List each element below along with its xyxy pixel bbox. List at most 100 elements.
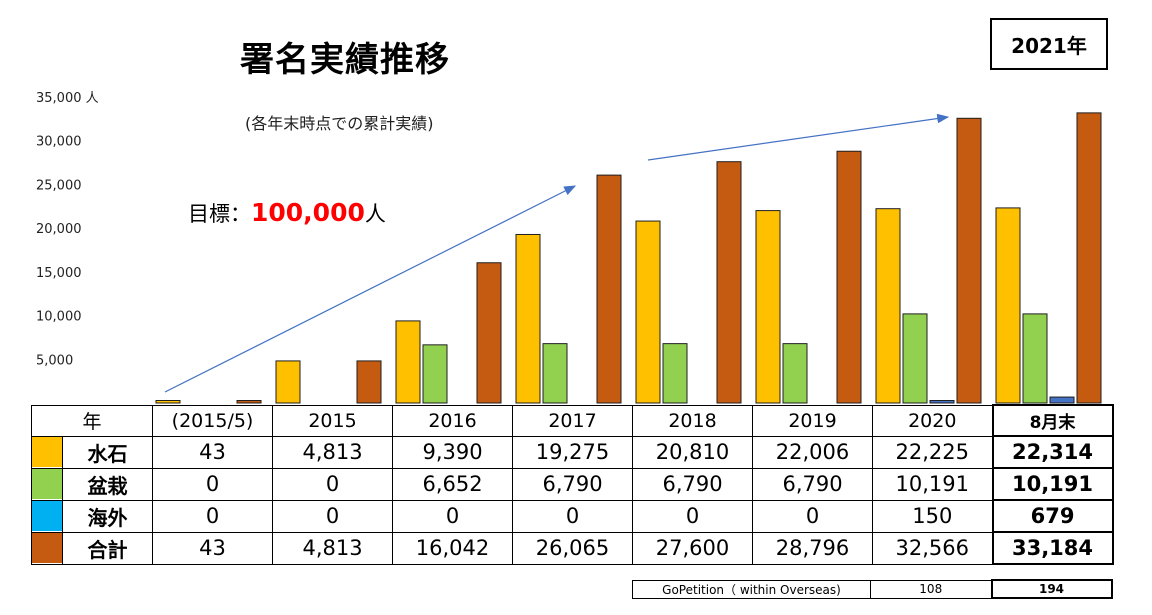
bar-2-7	[1049, 396, 1075, 404]
table-cell: 4,813	[272, 435, 394, 469]
table-cell: 0	[152, 467, 274, 501]
row-label: 盆栽	[61, 467, 154, 501]
goal-unit: 人	[364, 202, 386, 226]
y-tick-label: 20,000	[36, 222, 82, 237]
bar-3-6	[956, 117, 982, 404]
header-cell: 2018	[632, 404, 754, 437]
trend-arrow	[647, 113, 950, 161]
legend-swatch	[31, 467, 63, 501]
table-cell: 6,652	[392, 467, 514, 501]
header-cell: 2015	[272, 404, 394, 437]
y-tick-label: 25,000	[36, 178, 82, 193]
bar-3-3	[596, 174, 622, 404]
bar-0-7	[995, 207, 1021, 404]
bar-0-5	[755, 210, 781, 404]
header-cell: (2015/5)	[152, 404, 274, 437]
bar-3-4	[716, 161, 742, 404]
table-cell: 6,790	[512, 467, 634, 501]
table-cell: 4,813	[272, 531, 394, 565]
table-cell: 679	[991, 499, 1114, 533]
bar-0-0	[155, 400, 181, 404]
table-cell: 0	[152, 499, 274, 533]
page-title: 署名実績推移	[240, 40, 450, 80]
table-cell: 0	[512, 499, 634, 533]
header-cell: 2020	[872, 404, 994, 437]
trend-arrow	[164, 185, 577, 393]
table-cell: 0	[632, 499, 754, 533]
legend-swatch	[31, 499, 63, 533]
y-tick-label: 10,000	[36, 310, 82, 325]
table-row: 盆栽 0 0 6,652 6,790 6,790 6,790 10,191 10,191	[31, 467, 1114, 501]
bar-1-6	[902, 313, 928, 404]
table-cell: 19,275	[512, 435, 634, 469]
table-cell: 28,796	[752, 531, 874, 565]
gopetition-label: GoPetition（ within Overseas)	[632, 579, 871, 599]
table-cell: 20,810	[632, 435, 754, 469]
table-cell: 6,790	[632, 467, 754, 501]
table-cell: 33,184	[991, 531, 1114, 565]
bar-1-7	[1022, 313, 1048, 404]
bar-1-3	[542, 343, 568, 404]
bar-0-3	[515, 233, 541, 404]
table-cell: 22,225	[872, 435, 994, 469]
row-label: 合計	[61, 531, 154, 565]
y-tick-label: 15,000	[36, 266, 82, 281]
table-cell: 6,790	[752, 467, 874, 501]
chart-bars	[155, 112, 1102, 404]
table-cell: 43	[152, 435, 274, 469]
bar-0-6	[875, 208, 901, 404]
table-cell: 0	[752, 499, 874, 533]
table-cell: 10,191	[872, 467, 994, 501]
gopetition-value-2020: 108	[870, 579, 992, 599]
table-cell: 26,065	[512, 531, 634, 565]
header-cell: 2019	[752, 404, 874, 437]
bar-3-0	[236, 400, 262, 404]
legend-swatch	[31, 531, 63, 565]
table-row: 水石 43 4,813 9,390 19,275 20,810 22,006 22,225 22…	[31, 435, 1114, 469]
bar-3-2	[476, 262, 502, 404]
bar-3-5	[836, 150, 862, 404]
chart-subtitle: (各年末時点での累計実績)	[245, 114, 434, 133]
table-cell: 22,006	[752, 435, 874, 469]
table-cell: 0	[272, 467, 394, 501]
bar-0-2	[395, 320, 421, 404]
bar-1-2	[422, 344, 448, 404]
goal-label: 目標：	[188, 202, 251, 226]
y-axis-labels: 35,000 人 30,000 25,000 20,000 15,000 10,000 5,…	[36, 91, 99, 368]
table-cell: 0	[392, 499, 514, 533]
bar-0-4	[635, 220, 661, 404]
y-tick-label: 35,000 人	[36, 91, 99, 106]
table-cell: 0	[272, 499, 394, 533]
data-table: 年 (2015/5) 2015 2016 2017 2018 2019 2020 8月末 水石 43…	[30, 404, 1114, 565]
header-year-label: 年	[30, 404, 154, 437]
goal-text: 目標：100,000人	[188, 198, 386, 228]
bar-1-4	[662, 343, 688, 404]
table-header-row: 年 (2015/5) 2015 2016 2017 2018 2019 2020 8月末	[30, 404, 1114, 437]
table-cell: 32,566	[872, 531, 994, 565]
y-tick-label: 5,000	[36, 353, 73, 368]
bar-3-7	[1076, 112, 1102, 404]
goal-value: 100,000	[251, 198, 365, 227]
table-cell: 150	[872, 499, 994, 533]
table-cell: 9,390	[392, 435, 514, 469]
table-cell: 22,314	[991, 435, 1114, 469]
row-label: 海外	[61, 499, 154, 533]
bar-3-1	[356, 360, 382, 404]
table-row: 合計 43 4,813 16,042 26,065 27,600 28,796 32,566 3…	[31, 531, 1114, 565]
bar-2-6	[929, 400, 955, 404]
table-cell: 27,600	[632, 531, 754, 565]
header-cell: 2017	[512, 404, 634, 437]
gopetition-value-latest: 194	[990, 579, 1113, 599]
legend-swatch	[31, 435, 63, 469]
row-label: 水石	[61, 435, 154, 469]
gopetition-table: GoPetition（ within Overseas) 108 194	[632, 579, 1113, 599]
header-cell: 2016	[392, 404, 514, 437]
year-badge: 2021年	[990, 18, 1108, 70]
table-cell: 43	[152, 531, 274, 565]
y-tick-label: 30,000	[36, 135, 82, 150]
table-cell: 10,191	[991, 467, 1114, 501]
bar-0-1	[275, 360, 301, 404]
table-row: 海外 0 0 0 0 0 0 150 679	[31, 499, 1114, 533]
header-cell: 8月末	[991, 404, 1114, 437]
